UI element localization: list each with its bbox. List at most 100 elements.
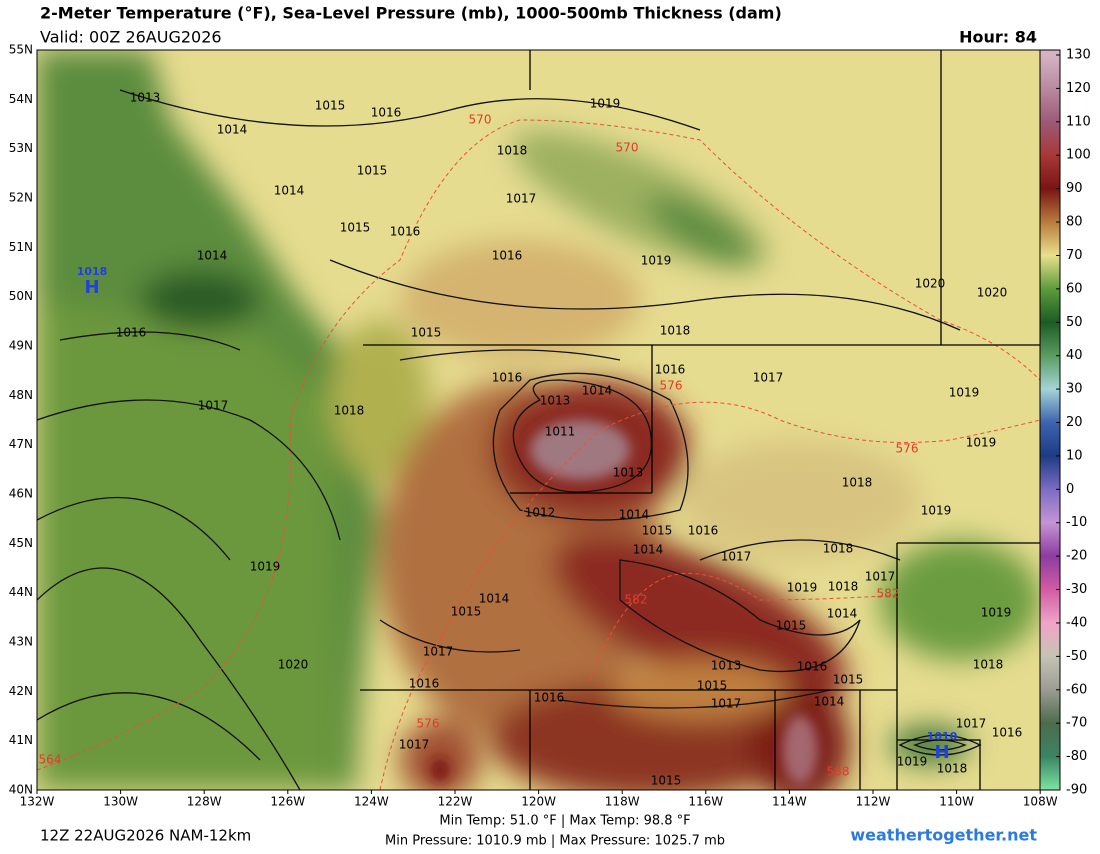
colorbar-label: -40 [1066, 615, 1087, 630]
colorbar-label: -30 [1066, 582, 1087, 597]
lat-label: 54N [9, 92, 33, 106]
thickness-label: 564 [39, 753, 62, 767]
lat-label: 52N [9, 190, 33, 204]
isobar-label: 1016 [492, 371, 523, 385]
isobar-label: 1014 [217, 123, 248, 137]
thickness-label: 582 [625, 593, 648, 607]
isobar-label: 1016 [390, 225, 421, 239]
isobar-label: 1019 [921, 504, 952, 518]
lon-label: 130W [103, 795, 138, 809]
title: 2-Meter Temperature (°F), Sea-Level Pres… [40, 4, 782, 23]
model-run: 12Z 22AUG2026 NAM-12km [40, 827, 251, 845]
isobar-label: 1019 [897, 755, 928, 769]
colorbar-label: 90 [1066, 181, 1083, 196]
lon-label: 122W [438, 795, 473, 809]
colorbar-label: -10 [1066, 515, 1087, 530]
isobar-label: 1017 [198, 399, 229, 413]
isobar-label: 1019 [590, 97, 621, 111]
colorbar-label: -50 [1066, 649, 1087, 664]
isobar-label: 1019 [250, 560, 281, 574]
colorbar-label: -20 [1066, 549, 1087, 564]
isobar-label: 1018 [497, 144, 528, 158]
lon-label: 116W [688, 795, 723, 809]
isobar-label: 1014 [814, 695, 845, 709]
lat-label: 43N [9, 634, 33, 648]
isobar-label: 1018 [842, 476, 873, 490]
lon-label: 128W [187, 795, 222, 809]
colorbar-label: -90 [1066, 783, 1087, 798]
isobar-label: 1016 [992, 726, 1023, 740]
colorbar-label: 70 [1066, 248, 1083, 263]
colorbar-label: -80 [1066, 749, 1087, 764]
lat-label: 55N [9, 43, 33, 57]
isobar-label: 1020 [915, 277, 946, 291]
colorbar-label: 30 [1066, 382, 1083, 397]
lon-label: 126W [270, 795, 305, 809]
isobar-label: 1019 [787, 581, 818, 595]
lon-label: 112W [856, 795, 891, 809]
colorbar-label: 20 [1066, 415, 1083, 430]
isobar-label: 1014 [582, 384, 613, 398]
thickness-label: 576 [660, 379, 683, 393]
isobar-label: 1015 [357, 164, 388, 178]
lon-label: 132W [20, 795, 55, 809]
isobar-label: 1013 [130, 91, 161, 105]
lon-label: 114W [772, 795, 807, 809]
colorbar-label: -70 [1066, 716, 1087, 731]
isobar-label: 1017 [399, 738, 430, 752]
isobar-label: 1019 [641, 254, 672, 268]
colorbar-label: 50 [1066, 315, 1083, 330]
thickness-label: 576 [896, 442, 919, 456]
isobar-label: 1017 [423, 645, 454, 659]
isobar-label: 1016 [492, 249, 523, 263]
isobar-label: 1018 [828, 580, 859, 594]
isobar-label: 1015 [776, 619, 807, 633]
lon-label: 108W [1023, 795, 1058, 809]
colorbar-label: 100 [1066, 148, 1091, 163]
high-pressure-value: 1018 [77, 265, 108, 278]
isobar-label: 1020 [977, 286, 1008, 300]
isobar-label: 1016 [534, 691, 565, 705]
lat-label: 40N [9, 782, 33, 796]
lon-label: 110W [939, 795, 974, 809]
valid-time: Valid: 00Z 26AUG2026 [40, 28, 222, 47]
lat-label: 49N [9, 338, 33, 352]
isobar-label: 1014 [479, 592, 510, 606]
isobar-label: 1014 [619, 508, 650, 522]
isobar-label: 1015 [451, 605, 482, 619]
isobar-label: 1015 [651, 774, 682, 788]
isobar-label: 1011 [545, 425, 576, 439]
isobar-label: 1014 [197, 249, 228, 263]
isobar-label: 1015 [642, 524, 673, 538]
isobar-label: 1019 [966, 436, 997, 450]
thickness-label: 570 [469, 113, 492, 127]
isobar-label: 1013 [540, 394, 571, 408]
lat-label: 44N [9, 585, 33, 599]
isobar-label: 1012 [525, 506, 556, 520]
colorbar-label: 40 [1066, 348, 1083, 363]
colorbar-label: 60 [1066, 281, 1083, 296]
isobar-label: 1018 [973, 658, 1004, 672]
isobar-label: 1015 [315, 99, 346, 113]
temp-range: Min Temp: 51.0 °F | Max Temp: 98.8 °F [439, 814, 690, 829]
pressure-range: Min Pressure: 1010.9 mb | Max Pressure: … [385, 834, 725, 849]
isobar-label: 1014 [274, 184, 305, 198]
lat-label: 51N [9, 240, 33, 254]
thickness-label: 570 [616, 141, 639, 155]
isobar-label: 1016 [409, 677, 440, 691]
isobar-label: 1015 [340, 221, 371, 235]
lat-label: 42N [9, 684, 33, 698]
isobar-label: 1015 [833, 673, 864, 687]
isobar-label: 1018 [823, 542, 854, 556]
lon-label: 118W [605, 795, 640, 809]
lat-label: 47N [9, 437, 33, 451]
isobar-label: 1017 [753, 371, 784, 385]
thickness-label: 582 [877, 587, 900, 601]
isobar-label: 1018 [334, 404, 365, 418]
colorbar-label: 80 [1066, 215, 1083, 230]
colorbar-label: 120 [1066, 81, 1091, 96]
isobar-label: 1018 [937, 762, 968, 776]
lat-label: 41N [9, 733, 33, 747]
colorbar-label: 130 [1066, 48, 1091, 63]
